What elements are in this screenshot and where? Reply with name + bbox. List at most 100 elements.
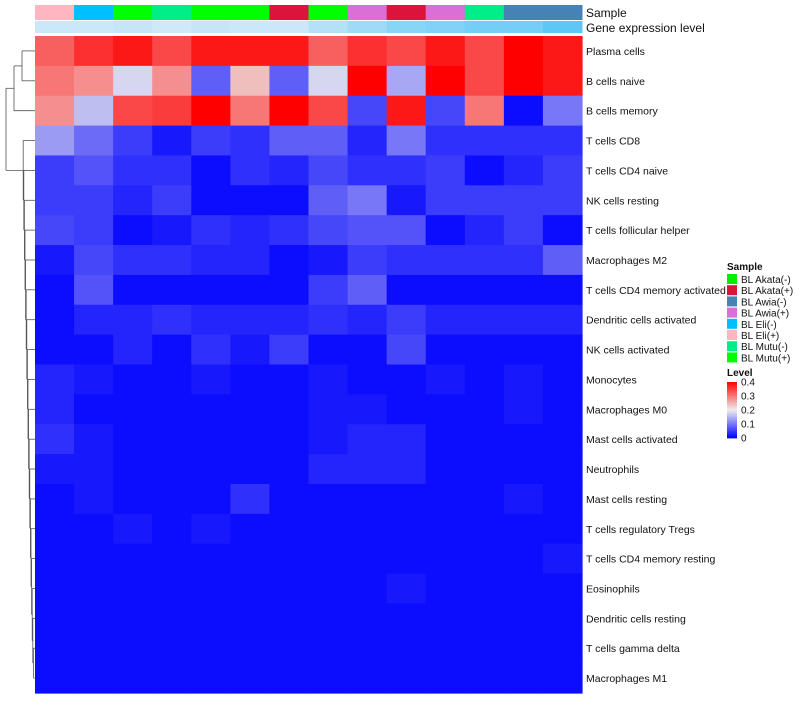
heatmap-cell xyxy=(425,424,466,455)
heatmap-cell xyxy=(308,334,349,366)
heatmap-cell xyxy=(347,185,388,216)
heatmap-cell xyxy=(542,633,583,664)
heatmap-cell xyxy=(464,573,505,605)
heatmap-cell xyxy=(347,633,388,664)
heatmap-cell xyxy=(113,633,153,664)
heatmap-cell xyxy=(464,245,505,276)
heatmap-cell xyxy=(230,364,271,395)
heatmap-cell xyxy=(269,215,310,246)
level-legend-gradient-step xyxy=(727,404,737,407)
heatmap-cell xyxy=(35,483,75,515)
heatmap-cell xyxy=(230,543,271,575)
level-legend-gradient-step xyxy=(727,421,737,423)
heatmap-cell xyxy=(230,424,271,455)
heatmap-cell xyxy=(347,364,388,395)
heatmap-cell xyxy=(386,364,427,395)
heatmap-cell xyxy=(347,334,388,366)
heatmap-cell xyxy=(464,663,505,694)
level-legend-gradient-step xyxy=(727,418,737,421)
heatmap-cell xyxy=(503,633,544,664)
heatmap-cell xyxy=(386,513,427,545)
heatmap-cell xyxy=(74,543,114,575)
heatmap-cell xyxy=(347,95,388,127)
heatmap-cell xyxy=(152,483,192,515)
sample-annotation-cell xyxy=(503,5,544,20)
heatmap-cell xyxy=(386,274,427,306)
sample-legend-swatch xyxy=(727,318,737,329)
heatmap-cell xyxy=(386,245,427,276)
heatmap-cell xyxy=(191,245,231,276)
heatmap-cell xyxy=(464,155,505,186)
heatmap-cell xyxy=(74,125,114,157)
heatmap-cell xyxy=(308,36,349,67)
heatmap-cell xyxy=(269,364,310,395)
heatmap-cell xyxy=(191,364,231,395)
level-legend-gradient-step xyxy=(727,383,737,386)
heatmap-cell xyxy=(230,245,271,276)
level-legend-gradient-step xyxy=(727,431,737,433)
sample-legend-swatch xyxy=(727,274,737,284)
level-legend-gradient-step xyxy=(727,432,737,435)
heatmap-cell xyxy=(230,394,271,425)
column-annotation-bars xyxy=(35,5,583,33)
expression-annotation-cell xyxy=(464,21,505,33)
sample-annotation-cell xyxy=(308,5,349,20)
level-legend-gradient-step xyxy=(727,400,737,402)
heatmap-cell xyxy=(425,364,466,395)
heatmap-cell xyxy=(464,36,505,67)
row-label-t-cells-cd4-naive: T cells CD4 naive xyxy=(586,165,668,177)
heatmap-cell xyxy=(230,36,271,67)
heatmap-cell xyxy=(386,573,427,605)
heatmap-cell xyxy=(152,424,192,455)
heatmap-cell xyxy=(464,394,505,425)
level-legend-gradient-step xyxy=(727,428,737,430)
heatmap-cell xyxy=(191,155,231,186)
heatmap-cell xyxy=(113,65,153,97)
heatmap-cell xyxy=(308,65,349,97)
heatmap-cell xyxy=(542,334,583,366)
row-label-macrophages-m0: Macrophages M0 xyxy=(586,404,667,416)
heatmap-cell xyxy=(542,95,583,127)
heatmap-cell xyxy=(35,125,75,157)
heatmap-cell xyxy=(269,185,310,216)
expression-annotation-cell xyxy=(152,21,192,33)
heatmap-cell xyxy=(542,185,583,216)
sample-legend-swatch xyxy=(727,330,737,340)
heatmap-cell xyxy=(347,394,388,425)
heatmap-cell xyxy=(386,603,427,634)
heatmap-cell xyxy=(74,274,114,306)
heatmap-cell xyxy=(269,125,310,157)
heatmap-cell xyxy=(386,304,427,336)
level-legend-tick-label: 0.2 xyxy=(741,406,755,417)
heatmap-cell xyxy=(35,65,75,97)
heatmap-cell xyxy=(542,155,583,186)
heatmap-cell xyxy=(503,573,544,605)
heatmap-cell xyxy=(74,215,114,246)
heatmap-cell xyxy=(425,36,466,67)
heatmap-cell xyxy=(503,483,544,515)
heatmap-cell xyxy=(464,483,505,515)
row-label-b-cells-naive: B cells naive xyxy=(586,76,645,88)
heatmap-cell xyxy=(503,424,544,455)
heatmap-cell xyxy=(113,185,153,216)
row-label-macrophages-m2: Macrophages M2 xyxy=(586,255,667,267)
heatmap-cell xyxy=(113,603,153,634)
level-legend-gradient-step xyxy=(727,391,737,394)
heatmap-cell xyxy=(191,573,231,605)
heatmap-cell xyxy=(503,185,544,216)
level-legend-gradient-step xyxy=(727,403,737,405)
heatmap-cell xyxy=(542,215,583,246)
heatmap-cell xyxy=(35,155,75,186)
heatmap-cell xyxy=(464,543,505,575)
heatmap-cell xyxy=(113,663,153,694)
heatmap-cell xyxy=(269,95,310,127)
heatmap-cell xyxy=(386,543,427,575)
heatmap-cell xyxy=(74,95,114,127)
heatmap-cell xyxy=(542,454,583,485)
heatmap-cell xyxy=(230,95,271,127)
heatmap-cell xyxy=(35,185,75,216)
